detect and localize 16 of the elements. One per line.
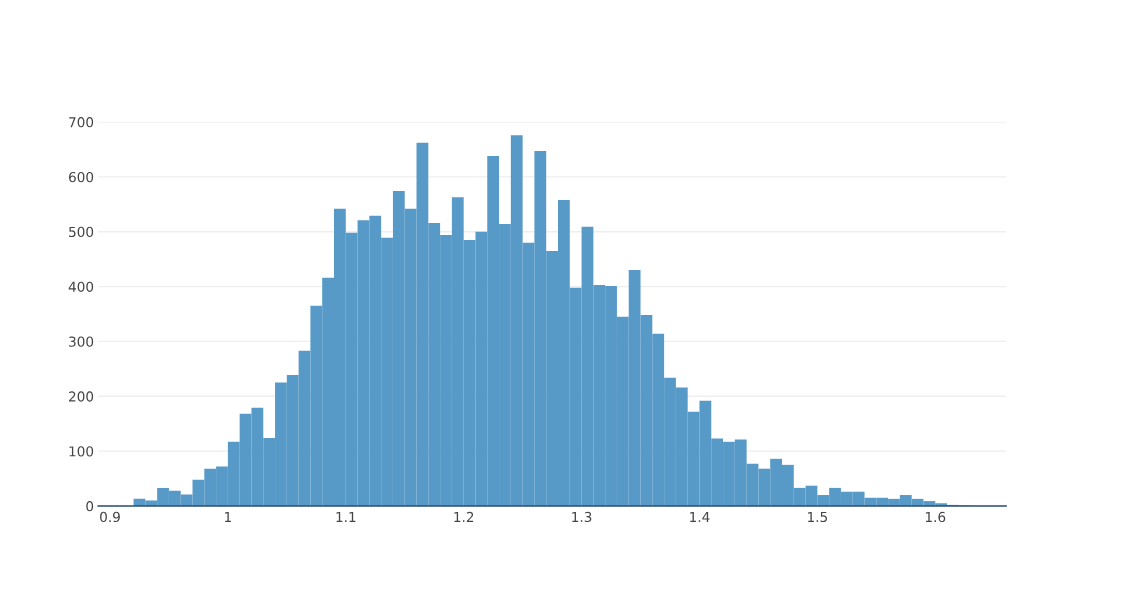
y-tick-label: 400: [68, 281, 94, 292]
x-tick-label: 1.6: [925, 511, 946, 523]
x-tick-label: 1.3: [572, 511, 592, 523]
y-tick-label: 100: [69, 446, 94, 457]
x-tick-label: 0.9: [100, 511, 120, 523]
x-tick-label: 1.4: [690, 511, 710, 522]
y-tick-label: 500: [69, 226, 94, 238]
x-tick-label: 1: [225, 511, 231, 522]
y-tick-label: 200: [69, 391, 94, 402]
y-tick-label: 600: [69, 171, 94, 183]
x-tick-label: 1.2: [454, 511, 474, 522]
x-tick-label: 1.1: [336, 511, 356, 522]
y-tick-label: 0: [86, 501, 94, 512]
y-tick-label: 300: [69, 336, 94, 347]
x-tick-label: 1.5: [808, 511, 827, 523]
y-tick-label: 700: [69, 117, 94, 128]
